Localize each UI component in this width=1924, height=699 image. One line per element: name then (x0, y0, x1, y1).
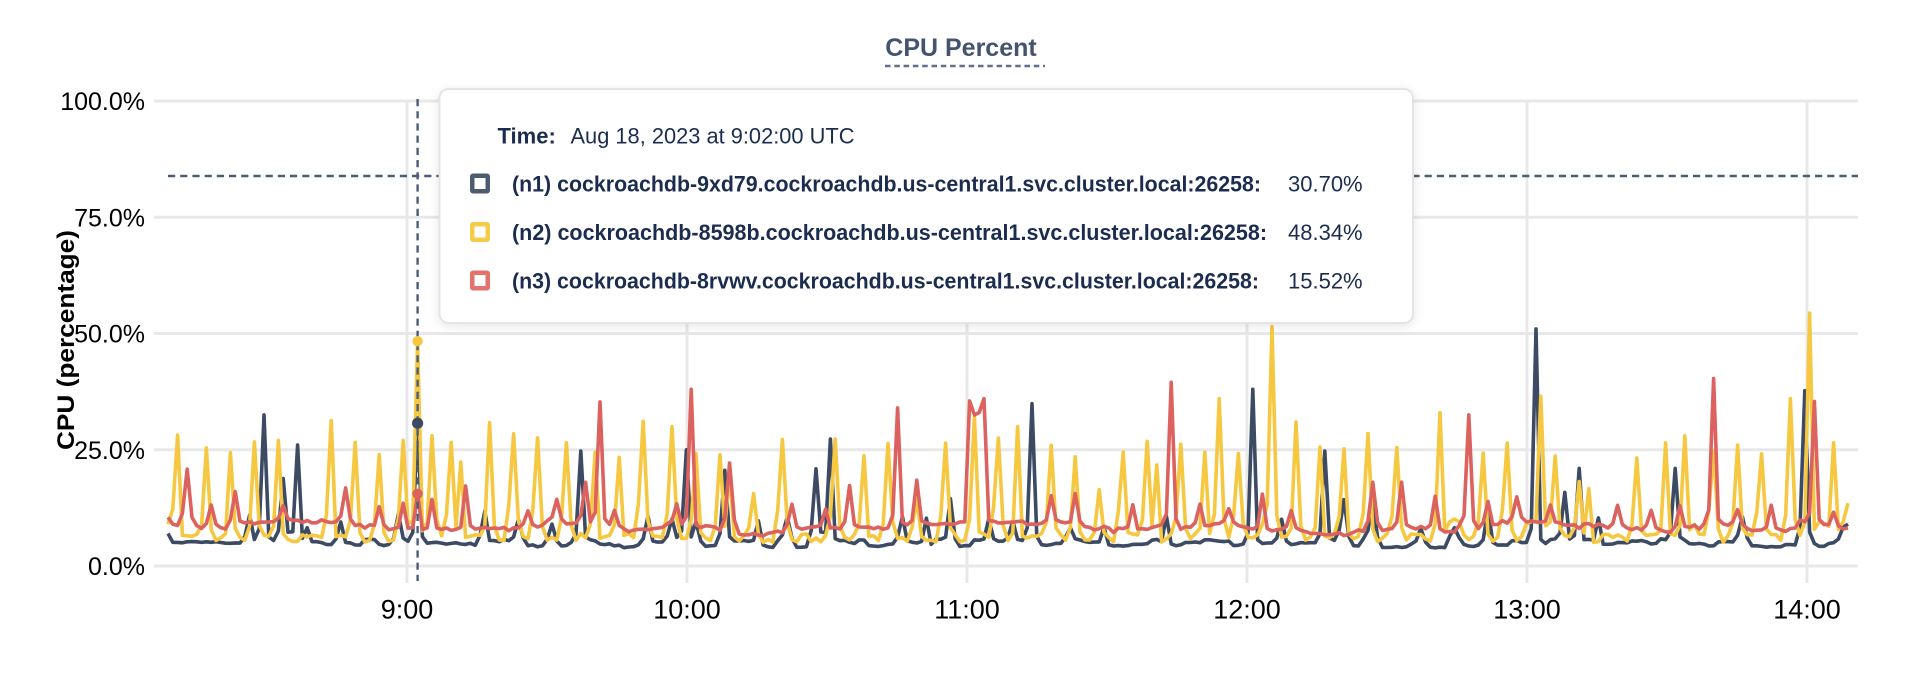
svg-text:CPU (percentage): CPU (percentage) (53, 230, 80, 450)
svg-text:12:00: 12:00 (1213, 595, 1281, 625)
svg-text:25.0%: 25.0% (74, 437, 145, 465)
svg-text:13:00: 13:00 (1493, 595, 1561, 625)
svg-text:30.70%: 30.70% (1288, 171, 1363, 196)
svg-text:15.52%: 15.52% (1288, 268, 1363, 293)
svg-text:(n2) cockroachdb-8598b.cockroa: (n2) cockroachdb-8598b.cockroachdb.us-ce… (512, 220, 1267, 245)
svg-text:10:00: 10:00 (653, 595, 721, 625)
svg-text:11:00: 11:00 (934, 595, 1000, 625)
svg-text:0.0%: 0.0% (88, 553, 145, 581)
svg-text:(n1) cockroachdb-9xd79.cockroa: (n1) cockroachdb-9xd79.cockroachdb.us-ce… (512, 171, 1261, 196)
svg-text:9:00: 9:00 (381, 595, 434, 625)
svg-text:48.34%: 48.34% (1288, 220, 1363, 245)
svg-text:14:00: 14:00 (1773, 595, 1841, 625)
svg-text:75.0%: 75.0% (74, 204, 145, 232)
svg-text:50.0%: 50.0% (74, 321, 145, 349)
svg-text:Aug 18, 2023 at 9:02:00 UTC: Aug 18, 2023 at 9:02:00 UTC (571, 123, 855, 148)
svg-text:100.0%: 100.0% (60, 88, 145, 116)
svg-text:(n3) cockroachdb-8rvwv.cockroa: (n3) cockroachdb-8rvwv.cockroachdb.us-ce… (512, 268, 1259, 293)
svg-text:Time:: Time: (498, 123, 556, 148)
svg-text:CPU Percent: CPU Percent (885, 34, 1037, 62)
